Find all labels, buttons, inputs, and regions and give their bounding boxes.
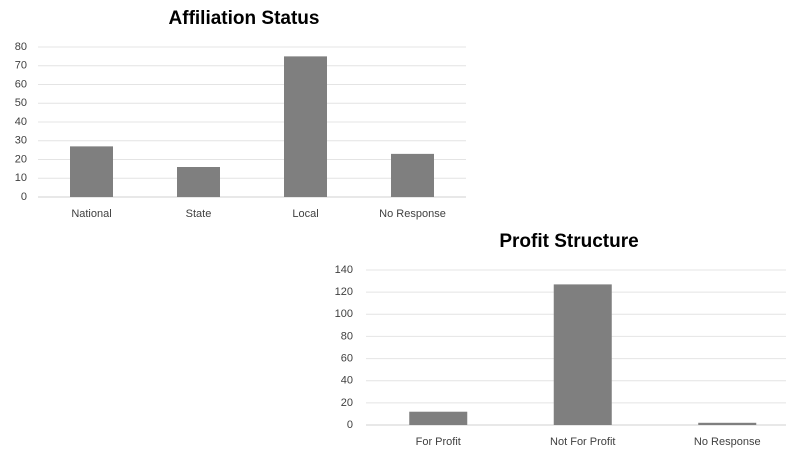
bar	[698, 422, 757, 425]
y-tick-label: 10	[15, 172, 27, 184]
x-tick-label: No Response	[379, 208, 446, 220]
bar	[553, 284, 612, 425]
bar	[284, 56, 327, 197]
y-tick-label: 0	[347, 419, 353, 431]
bar	[409, 411, 468, 425]
y-tick-label: 140	[335, 264, 353, 276]
y-tick-label: 50	[15, 97, 27, 109]
y-tick-label: 0	[21, 191, 27, 203]
y-tick-label: 80	[341, 330, 353, 342]
y-tick-label: 60	[341, 352, 353, 364]
x-tick-label: Local	[292, 208, 318, 220]
y-tick-label: 40	[15, 116, 27, 128]
y-tick-label: 120	[335, 286, 353, 298]
x-tick-label: No Response	[694, 436, 761, 448]
x-tick-label: Not For Profit	[550, 436, 615, 448]
bar	[70, 146, 113, 197]
y-tick-label: 80	[15, 41, 27, 53]
y-tick-label: 40	[341, 375, 353, 387]
bar	[177, 167, 220, 197]
x-tick-label: For Profit	[416, 436, 461, 448]
y-tick-label: 30	[15, 135, 27, 147]
x-tick-label: State	[186, 208, 212, 220]
chart-title: Affiliation Status	[169, 8, 320, 29]
x-tick-label: National	[71, 208, 111, 220]
bar	[391, 153, 434, 197]
y-tick-label: 20	[15, 153, 27, 165]
y-tick-label: 100	[335, 308, 353, 320]
chart-title: Profit Structure	[499, 231, 638, 252]
y-tick-label: 60	[15, 78, 27, 90]
y-tick-label: 20	[341, 397, 353, 409]
y-tick-label: 70	[15, 60, 27, 72]
